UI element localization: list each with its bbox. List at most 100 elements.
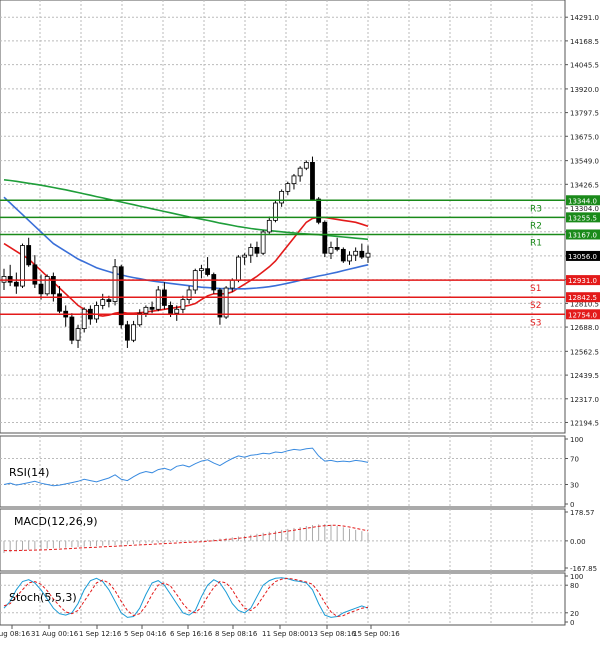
rsi-tick-label: 0: [570, 501, 574, 509]
rsi-tick-label: 70: [570, 456, 579, 464]
candle-body: [50, 276, 56, 295]
candle-body: [279, 190, 285, 204]
candle-body: [106, 299, 112, 302]
price-tick-label: 13675.0: [570, 133, 599, 141]
price-tick-label: 12810.5: [570, 300, 599, 308]
candle-body: [38, 283, 44, 295]
candle-body: [236, 256, 241, 281]
macd-title: MACD(12,26,9): [14, 515, 98, 528]
level-price-tag-bg: [566, 292, 600, 303]
rsi-tick-label: 30: [570, 482, 579, 490]
rsi-line: [3, 447, 369, 487]
candle-body: [223, 287, 229, 318]
candle-body: [143, 306, 149, 314]
moving-average-line: [3, 196, 369, 290]
candle-body: [211, 274, 217, 291]
level-name-r3: R3: [530, 204, 542, 214]
panel-frame-rsi: [0, 435, 566, 508]
candle-body: [57, 293, 62, 312]
candle-body: [217, 289, 223, 318]
candle-body: [291, 175, 297, 185]
candle-body: [124, 324, 130, 341]
stoch-tick-label: 20: [570, 610, 579, 618]
price-tick-label: 12562.5: [570, 348, 599, 356]
stoch-d-line: [3, 577, 369, 618]
level-price-tag: 12842.5: [568, 294, 597, 302]
x-tick-label: 13 Sep 08:16: [309, 630, 356, 638]
candle-body: [328, 247, 334, 254]
candle-body: [260, 231, 266, 254]
price-tick-label: 14168.5: [570, 38, 599, 46]
stoch-tick-label: 100: [570, 573, 583, 581]
candle-body: [285, 183, 291, 192]
candle-body: [75, 328, 81, 341]
candle-body: [112, 266, 118, 302]
candle-body: [69, 316, 75, 341]
price-tick-label: 14291.0: [570, 14, 599, 22]
level-price-tag-bg: [566, 229, 600, 240]
level-name-s3: S3: [530, 318, 541, 328]
level-price-tag-bg: [566, 212, 600, 223]
candle-body: [32, 264, 38, 285]
level-name-r2: R2: [530, 221, 542, 231]
price-tick-label: 12439.5: [570, 372, 599, 380]
candle-body: [365, 252, 371, 258]
candle-body: [7, 276, 13, 283]
level-price-tag: 13255.5: [568, 214, 597, 222]
candle-body: [13, 281, 19, 287]
moving-average-line: [3, 216, 369, 317]
candle-body: [297, 167, 303, 177]
panel-frame-macd: [0, 508, 566, 572]
stoch-title: Stoch(5,5,3): [9, 591, 77, 604]
panel-frame-stoch: [0, 572, 566, 626]
candle-body: [229, 279, 235, 289]
candle-body: [316, 198, 322, 223]
x-tick-label: 5 Sep 04:16: [124, 630, 167, 638]
level-price-tag-bg: [566, 309, 600, 320]
candle-body: [174, 308, 180, 314]
price-tick-label: 13304.0: [570, 205, 599, 213]
x-tick-label: 6 Sep 16:16: [170, 630, 213, 638]
candle-body: [273, 202, 278, 221]
level-price-tag-bg: [566, 195, 600, 206]
stoch-tick-label: 80: [570, 582, 579, 590]
candle-body: [149, 306, 155, 310]
candle-body: [186, 289, 192, 301]
price-tick-label: 13549.0: [570, 158, 599, 166]
candle-body: [303, 161, 309, 169]
level-price-tag: 12754.0: [568, 311, 597, 319]
price-tick-label: 13426.5: [570, 181, 599, 189]
candle-body: [131, 324, 136, 341]
candle-body: [248, 247, 254, 256]
candle-body: [137, 312, 143, 326]
candle-body: [359, 250, 365, 258]
panel-frame-price: [0, 0, 566, 434]
candle-body: [205, 268, 210, 275]
candle-body: [347, 254, 352, 262]
candle-body: [266, 219, 272, 233]
x-tick-label: 8 Sep 08:16: [215, 630, 258, 638]
current-price-tag-bg: [566, 250, 600, 261]
price-tick-label: 12194.5: [570, 419, 599, 427]
macd-tick-label: 178.57: [570, 509, 595, 517]
rsi-title: RSI(14): [9, 466, 49, 479]
candle-body: [20, 245, 25, 287]
candle-body: [199, 268, 204, 272]
rsi-tick-label: 100: [570, 436, 583, 444]
macd-tick-label: 0.00: [570, 538, 586, 546]
x-tick-label: 1 Sep 12:16: [79, 630, 122, 638]
candle-body: [322, 221, 328, 254]
level-price-tag: 13167.0: [568, 231, 597, 239]
candle-body: [1, 276, 7, 283]
candle-body: [334, 247, 340, 250]
level-name-s1: S1: [530, 284, 541, 294]
candle-body: [340, 248, 346, 262]
candle-body: [81, 308, 87, 330]
candle-body: [118, 266, 124, 326]
level-name-r1: R1: [530, 238, 542, 248]
price-tick-label: 13920.0: [570, 86, 599, 94]
x-tick-label: 31 Aug 00:16: [31, 630, 79, 638]
level-price-tag-bg: [566, 275, 600, 286]
level-price-tag: 13344.0: [568, 197, 597, 205]
